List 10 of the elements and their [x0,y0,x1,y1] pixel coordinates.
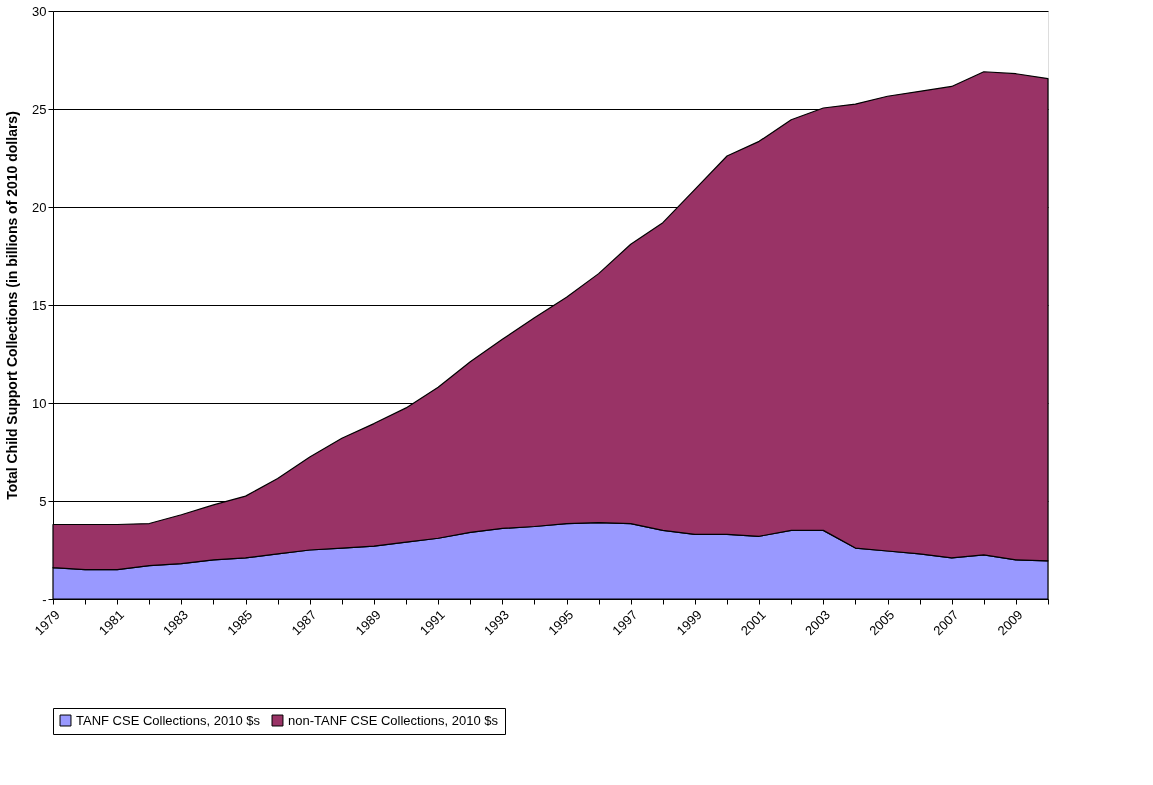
y-tick-label: 25 [32,101,47,117]
legend-label: TANF CSE Collections, 2010 $s [76,712,261,728]
y-axis-title: Total Child Support Collections (in billions of 2010 dollars) [4,111,21,500]
y-tick-label: 5 [39,493,47,509]
y-tick-label: 10 [32,395,47,411]
y-tick-label: - [42,591,47,607]
y-tick-label: 20 [32,199,47,215]
legend-label: non-TANF CSE Collections, 2010 $s [288,712,499,728]
y-tick-label: 30 [32,3,47,19]
y-tick-label: 15 [32,297,47,313]
